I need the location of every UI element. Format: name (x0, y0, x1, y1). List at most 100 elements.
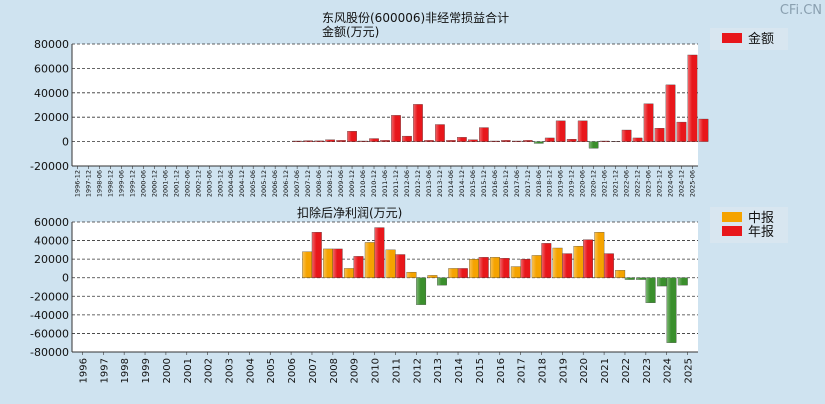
chart2-x-tick-label: 1997 (99, 358, 110, 383)
chart1-bar (391, 115, 400, 141)
chart2-y-tick-label: -60000 (30, 327, 69, 340)
chart2-bar (479, 257, 489, 277)
chart2-x-tick-label: 2003 (225, 358, 236, 383)
chart1-bar (688, 55, 697, 142)
chart1-bar (347, 131, 356, 141)
chart1-bar (413, 104, 422, 141)
chart2-x-tick-label: 2010 (371, 358, 382, 383)
chart1-x-tick-label: 2000-06 (139, 170, 147, 197)
chart1-bar (490, 141, 499, 142)
chart1-x-tick-label: 2015-06 (469, 170, 477, 197)
chart1-bar (468, 140, 477, 142)
chart2-x-tick-label: 2025 (684, 358, 695, 383)
chart1-x-tick-label: 2019-06 (557, 170, 565, 197)
chart2-x-tick-label: 1998 (120, 358, 131, 383)
chart1-legend-swatch (722, 33, 742, 43)
chart2-bar (604, 254, 614, 278)
chart2-bar (595, 232, 605, 278)
chart1-bar (578, 121, 587, 142)
chart2-y-tick-label: -40000 (30, 309, 69, 322)
chart2-x-tick-label: 2008 (329, 358, 340, 383)
chart2-bar (365, 242, 375, 277)
chart1-x-tick-label: 2008-12 (326, 170, 334, 197)
chart1-x-tick-label: 2008-06 (315, 170, 323, 197)
chart2-bar (395, 255, 405, 278)
chart2-bar (521, 259, 531, 278)
chart1-x-tick-label: 1996-12 (73, 170, 81, 197)
chart1-y-tick-label: 80000 (34, 38, 69, 51)
chart2-bar (562, 254, 572, 278)
chart1-x-tick-label: 2010-12 (370, 170, 378, 197)
chart2-bar (375, 228, 385, 278)
chart2-x-tick-label: 2012 (412, 358, 423, 383)
chart2-x-tick-label: 2009 (350, 358, 361, 383)
chart2-x-tick-label: 2007 (308, 358, 319, 383)
chart2-y-tick-label: -20000 (30, 290, 69, 303)
chart1-x-tick-label: 2023-06 (645, 170, 653, 197)
chart1-bar (435, 125, 444, 142)
chart2-bar (542, 243, 552, 277)
chart1-x-tick-label: 2022-06 (623, 170, 631, 197)
chart1-x-tick-label: 2004-12 (238, 170, 246, 197)
chart1-x-tick-label: 2024-06 (667, 170, 675, 197)
chart1-x-tick-label: 2004-06 (227, 170, 235, 197)
chart1-x-tick-label: 2009-06 (337, 170, 345, 197)
chart2-bar (437, 278, 447, 285)
chart1-bar (424, 140, 433, 141)
chart1-x-tick-label: 2014-12 (458, 170, 466, 197)
chart1-x-tick-label: 2017-06 (513, 170, 521, 197)
chart1-x-tick-label: 1997-12 (84, 170, 92, 197)
chart1-x-tick-label: 2014-06 (447, 170, 455, 197)
chart1-bar (479, 128, 488, 142)
chart2-bar (583, 240, 593, 278)
chart2-x-tick-label: 2014 (454, 358, 465, 383)
chart2-bar (636, 278, 646, 280)
chart1-bar (336, 140, 345, 141)
chart2-bar (323, 249, 333, 278)
chart1-bar (556, 121, 565, 142)
chart1-bar (402, 136, 411, 141)
chart1-subtitle: 金额(万元) (322, 24, 379, 39)
chart2-bar (574, 246, 584, 278)
chart2-bar (490, 257, 500, 277)
chart1-x-tick-label: 2016-12 (502, 170, 510, 197)
chart1-bar (633, 138, 642, 142)
chart1-x-tick-label: 2003-12 (216, 170, 224, 197)
chart2-bar (354, 256, 364, 277)
chart2-bar (615, 270, 625, 277)
chart1-x-tick-label: 2018-06 (535, 170, 543, 197)
chart2-title: 扣除后净利润(万元) (297, 205, 402, 220)
chart2-y-tick-label: 40000 (34, 235, 69, 248)
chart1-y-tick-label: 40000 (34, 87, 69, 100)
chart1-x-tick-label: 2000-12 (150, 170, 158, 197)
chart1-x-tick-label: 2020-12 (590, 170, 598, 197)
chart1-y-tick-label: 0 (62, 136, 69, 149)
chart1-bar (369, 139, 378, 142)
chart1-bar (666, 85, 675, 142)
chart2-bar (500, 258, 510, 278)
chart2-bar (469, 259, 479, 278)
chart1-x-tick-label: 2007-12 (304, 170, 312, 197)
chart1-x-tick-label: 2002-12 (194, 170, 202, 197)
chart1-bar (501, 140, 510, 141)
chart2-x-tick-label: 2000 (162, 358, 173, 383)
chart2-bar (657, 278, 667, 286)
chart2-x-tick-label: 2006 (287, 358, 298, 383)
chart1-x-tick-label: 2009-12 (348, 170, 356, 197)
chart2-bar (333, 249, 343, 278)
chart2-x-tick-label: 2013 (433, 358, 444, 383)
chart1-bar (314, 141, 323, 142)
chart1-x-tick-label: 2011-06 (381, 170, 389, 197)
chart1-title: 东风股份(600006)非经常损益合计 (322, 10, 509, 25)
chart1-x-tick-label: 2011-12 (392, 170, 400, 197)
chart2-x-tick-label: 2002 (204, 358, 215, 383)
chart2-x-tick-label: 2023 (642, 358, 653, 383)
chart2-legend-swatch-interim (722, 212, 742, 222)
chart2-bar (532, 255, 542, 277)
chart1-x-tick-label: 1999-12 (128, 170, 136, 197)
chart1-x-tick-label: 2013-12 (436, 170, 444, 197)
chart1-x-tick-label: 2021-12 (612, 170, 620, 197)
chart2-x-tick-label: 2024 (663, 358, 674, 383)
chart1-bar (567, 139, 576, 141)
